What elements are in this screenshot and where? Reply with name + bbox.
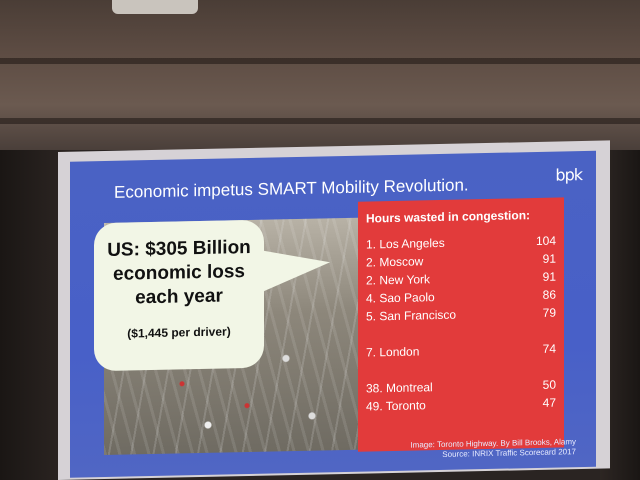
hours-value: 91	[542, 251, 556, 266]
projector-icon	[112, 0, 198, 14]
city-name: 1. Los Angeles	[366, 235, 445, 252]
speech-bubble: US: $305 Billion economic loss each year…	[94, 219, 264, 372]
table-row: 38. Montreal 50	[366, 378, 556, 396]
economic-loss-text: US: $305 Billion economic loss each year	[94, 236, 264, 312]
ceiling-band	[0, 118, 640, 124]
congestion-table-title: Hours wasted in congestion:	[366, 208, 531, 226]
hours-value: 74	[542, 341, 556, 356]
hours-value: 86	[542, 287, 556, 302]
table-row: 2. Moscow 91	[366, 252, 556, 270]
city-name: 5. San Francisco	[366, 307, 457, 324]
hours-value: 104	[535, 233, 556, 248]
per-driver-text: ($1,445 per driver)	[127, 324, 231, 341]
city-name: 49. Toronto	[366, 398, 426, 414]
table-row: 2. New York 91	[366, 270, 556, 288]
caption-line-2: Source: INRIX Traffic Scorecard 2017	[442, 447, 576, 459]
table-row: 5. San Francisco 79	[366, 306, 556, 324]
presentation-slide: Economic impetus SMART Mobility Revoluti…	[70, 150, 596, 478]
hours-value: 47	[542, 395, 556, 410]
city-name: 38. Montreal	[366, 380, 433, 396]
bubble-line-2: economic loss	[113, 261, 245, 285]
speech-bubble-tail	[258, 248, 330, 294]
table-row: 4. Sao Paolo 86	[366, 288, 556, 306]
bpk-logo-icon: bpk	[555, 165, 582, 185]
table-row: 1. Los Angeles 104	[366, 234, 556, 252]
table-row: 7. London 74	[366, 342, 556, 360]
bubble-line-1: US: $305 Billion	[107, 236, 251, 261]
bubble-line-3: each year	[135, 285, 223, 309]
hours-value: 79	[542, 305, 556, 320]
slide-title: Economic impetus SMART Mobility Revoluti…	[114, 175, 469, 202]
hours-value: 50	[542, 377, 556, 392]
ceiling-band	[0, 58, 640, 64]
projector-screen: Economic impetus SMART Mobility Revoluti…	[58, 140, 610, 480]
congestion-table: Hours wasted in congestion: 1. Los Angel…	[358, 197, 564, 452]
city-name: 4. Sao Paolo	[366, 290, 435, 306]
city-name: 7. London	[366, 344, 420, 360]
city-name: 2. Moscow	[366, 254, 424, 270]
hours-value: 91	[542, 269, 556, 284]
table-row: 49. Toronto 47	[366, 396, 556, 414]
city-name: 2. New York	[366, 272, 431, 288]
room-ceiling	[0, 0, 640, 150]
image-caption: Image: Toronto Highway. By Bill Brooks, …	[410, 437, 576, 460]
